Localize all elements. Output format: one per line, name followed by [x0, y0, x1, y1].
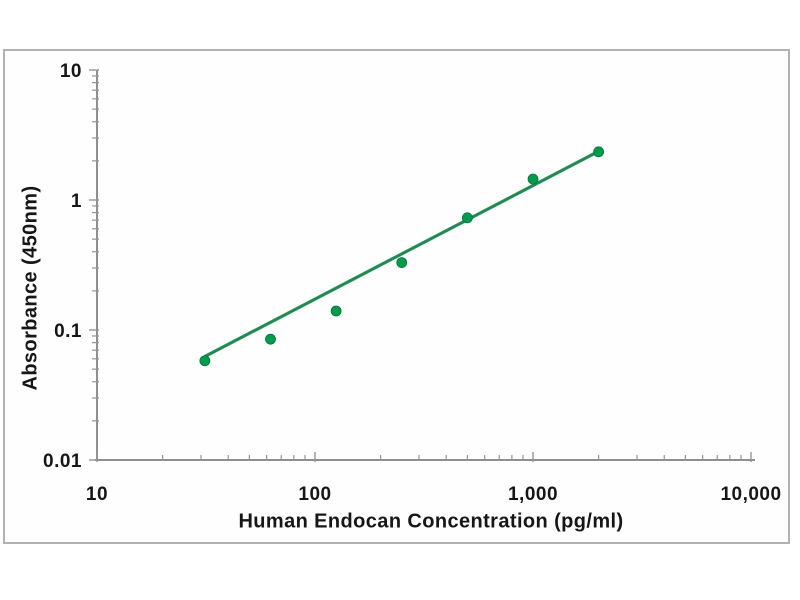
trend-line-core: [205, 149, 602, 357]
x-tick-label: 10: [86, 484, 108, 505]
data-point: [396, 257, 408, 268]
x-tick-label: 100: [298, 484, 331, 505]
y-tick-label: 0.01: [43, 451, 82, 472]
y-tick-label: 10: [60, 61, 82, 82]
x-tick-label: 10,000: [720, 484, 781, 505]
y-axis-title: Absorbance (450nm): [19, 185, 42, 391]
chart-image-frame: [3, 49, 790, 544]
x-axis-title: Human Endocan Concentration (pg/ml): [238, 510, 624, 533]
data-point: [593, 146, 605, 158]
data-point: [461, 212, 473, 224]
y-tick-label: 1: [71, 191, 82, 212]
data-point: [199, 355, 211, 367]
data-point: [265, 333, 276, 345]
data-point: [330, 305, 342, 317]
x-tick-label: 1,000: [508, 484, 558, 505]
data-point: [527, 173, 539, 185]
y-tick-label: 0.1: [54, 321, 82, 342]
